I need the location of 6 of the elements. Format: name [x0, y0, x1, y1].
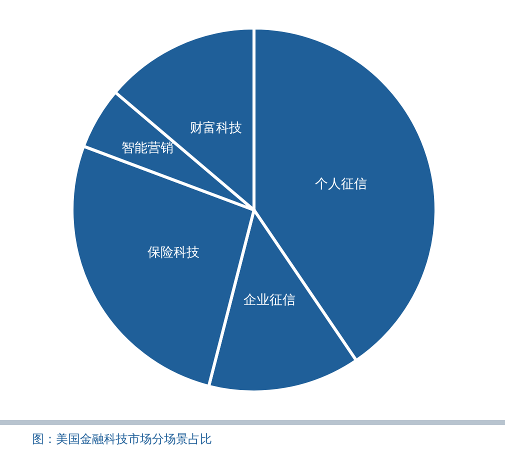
slice-label: 个人征信 — [314, 176, 367, 192]
slice-label: 保险科技 — [147, 246, 200, 261]
text: 图：美国金融科技市场分场景占比 — [32, 432, 212, 446]
slice-label: 智能营销 — [121, 140, 174, 156]
slice-label: 财富科技 — [190, 120, 242, 136]
slice-label: 企业征信 — [244, 293, 296, 308]
